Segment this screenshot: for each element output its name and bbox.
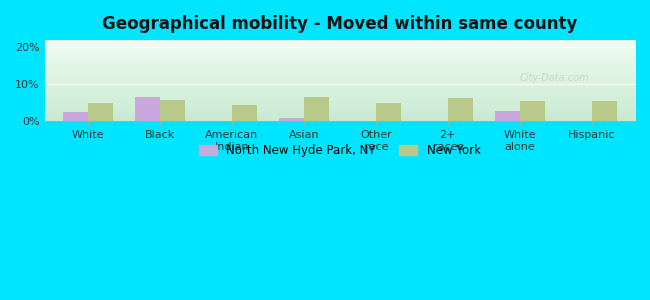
Bar <box>279 118 304 121</box>
Bar <box>592 101 617 121</box>
Bar <box>376 103 401 121</box>
Title: Geographical mobility - Moved within same county: Geographical mobility - Moved within sam… <box>102 15 577 33</box>
Bar <box>304 97 329 121</box>
Bar <box>62 112 88 121</box>
Bar <box>88 103 113 121</box>
Bar <box>495 111 520 121</box>
Bar <box>448 98 473 121</box>
Bar <box>232 106 257 121</box>
Bar <box>520 101 545 121</box>
Legend: North New Hyde Park, NY, New York: North New Hyde Park, NY, New York <box>194 140 486 162</box>
Bar <box>160 100 185 121</box>
Text: City-Data.com: City-Data.com <box>520 73 590 83</box>
Bar <box>135 97 160 121</box>
